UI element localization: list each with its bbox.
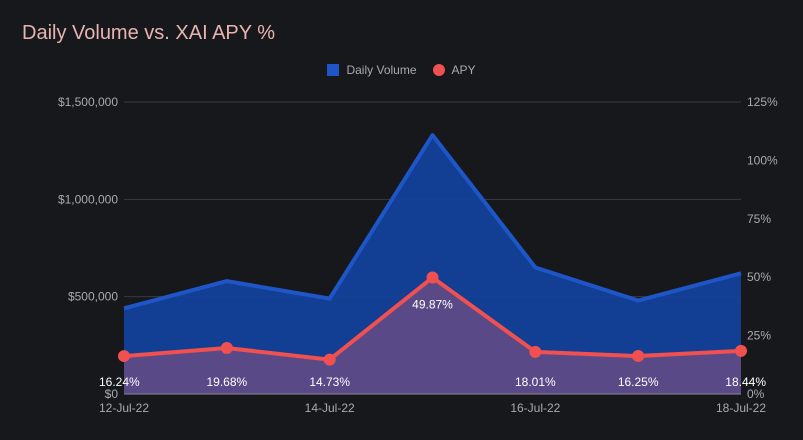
legend: Daily Volume APY bbox=[0, 63, 803, 77]
apy-data-label: 16.25% bbox=[618, 375, 659, 389]
y-right-tick-label: 50% bbox=[747, 270, 771, 284]
apy-point bbox=[426, 271, 439, 284]
apy-data-label: 14.73% bbox=[309, 375, 350, 389]
daily-volume-line bbox=[123, 133, 742, 311]
x-tick-label: 18-Jul-22 bbox=[716, 401, 766, 415]
y-left-tick-label: $1,500,000 bbox=[58, 95, 118, 109]
legend-swatch-apy bbox=[432, 64, 445, 76]
x-tick-label: 16-Jul-22 bbox=[510, 401, 560, 415]
legend-label-apy: APY bbox=[451, 63, 476, 77]
x-tick-label: 12-Jul-22 bbox=[99, 401, 149, 415]
legend-item-apy[interactable]: APY bbox=[432, 63, 476, 77]
apy-point bbox=[118, 350, 130, 363]
apy-point bbox=[632, 350, 645, 363]
legend-label-daily-volume: Daily Volume bbox=[346, 63, 417, 77]
apy-point bbox=[529, 345, 542, 358]
y-left-tick-label: $1,000,000 bbox=[58, 192, 118, 206]
y-right-tick-label: 100% bbox=[747, 153, 778, 167]
x-tick-label: 14-Jul-22 bbox=[305, 401, 355, 415]
y-right-tick-label: 125% bbox=[747, 95, 778, 109]
chart-title: Daily Volume vs. XAI APY % bbox=[22, 22, 276, 44]
apy-data-label: 18.01% bbox=[515, 375, 556, 389]
apy-point bbox=[323, 353, 336, 366]
legend-item-daily-volume[interactable]: Daily Volume bbox=[327, 63, 417, 77]
apy-point bbox=[220, 342, 233, 355]
daily-volume-area bbox=[124, 135, 741, 395]
legend-swatch-daily-volume bbox=[327, 64, 340, 76]
y-left-tick-label: $0 bbox=[105, 387, 119, 401]
apy-data-label: 19.68% bbox=[206, 375, 247, 389]
y-right-tick-label: 0% bbox=[747, 387, 765, 401]
apy-data-label: 18.44% bbox=[725, 375, 766, 389]
apy-area bbox=[124, 277, 741, 394]
y-left-tick-label: $500,000 bbox=[68, 290, 118, 304]
apy-point bbox=[735, 344, 747, 357]
y-right-tick-label: 25% bbox=[747, 329, 771, 343]
apy-data-label: 49.87% bbox=[412, 298, 453, 312]
apy-data-label: 16.24% bbox=[99, 375, 140, 389]
y-right-tick-label: 75% bbox=[747, 212, 771, 226]
